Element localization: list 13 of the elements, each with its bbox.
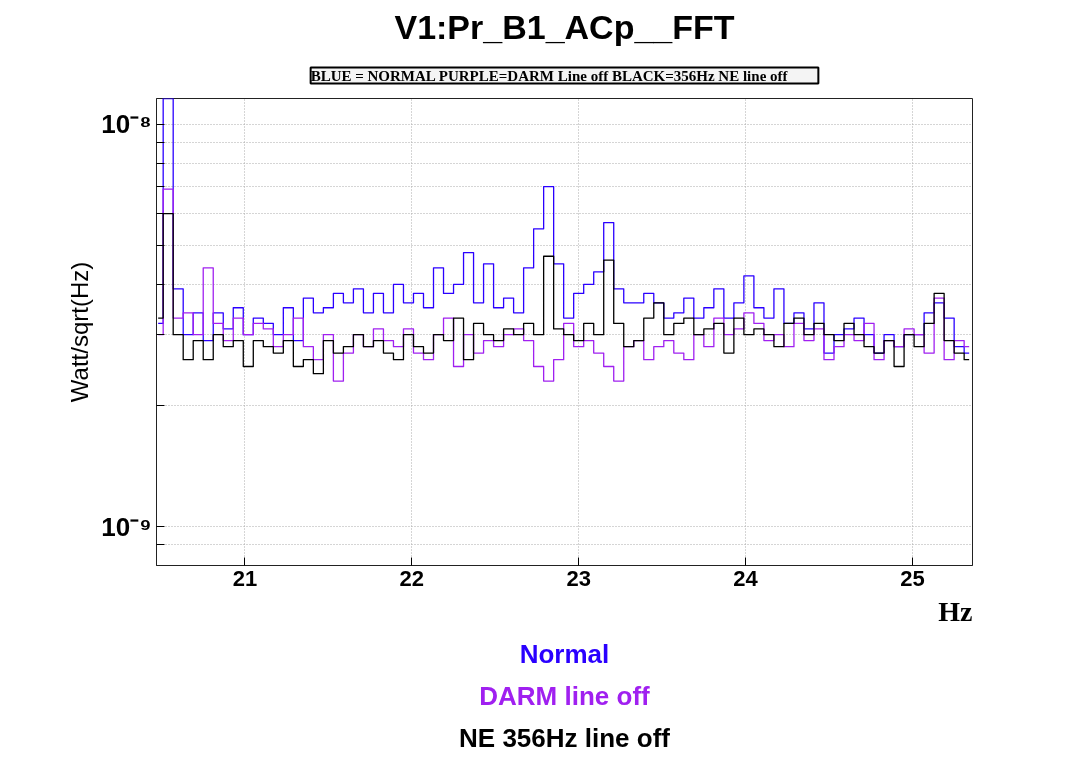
y-axis-title: Watt/sqrt(Hz) [66,261,94,403]
x-tick-label: 21 [232,565,258,591]
text: NE 356Hz line off [459,722,671,753]
text: DARM line off [479,680,651,711]
x-tick-label: 25 [900,565,925,591]
x-tick-label: 22 [399,565,425,591]
x-axis-title: Hz [938,595,973,627]
x-tick-label: 24 [733,565,759,591]
chart-title: V1:Pr_B1_ACp__FFT [394,7,735,46]
x-tick-label: 23 [566,565,591,591]
y-tick-label: 10⁻⁹ [101,511,152,542]
text: Normal [519,638,610,669]
y-tick-label: 10⁻⁸ [101,109,152,140]
